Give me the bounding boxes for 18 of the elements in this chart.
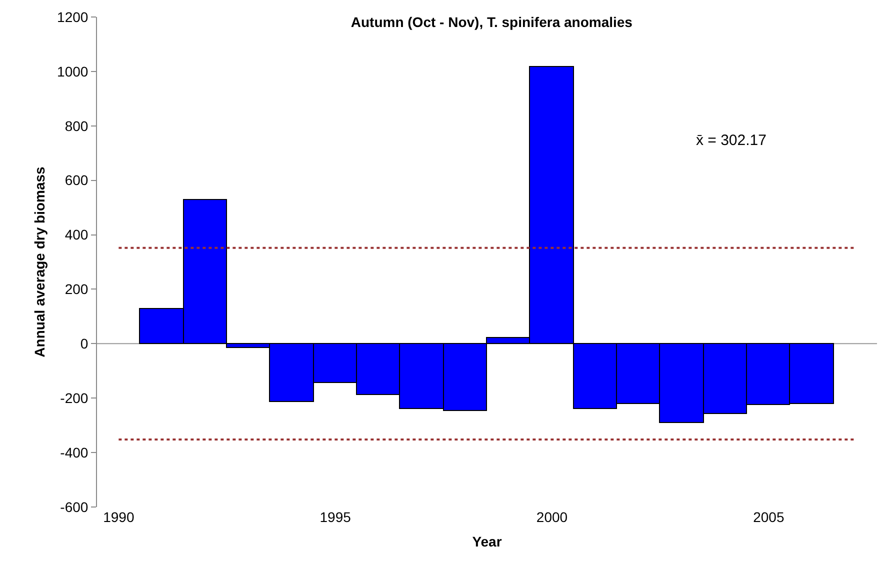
x-tick-label: 2000: [536, 509, 568, 525]
y-tick-label: 600: [64, 172, 88, 188]
x-tick-label: 2005: [753, 509, 784, 525]
y-tick-label: -600: [60, 498, 88, 515]
x-axis-title: Year: [472, 533, 502, 550]
x-tick-label: 1995: [320, 509, 352, 525]
y-tick-label: 400: [64, 226, 88, 243]
y-tick-label: -200: [60, 390, 88, 406]
y-tick-label: 200: [64, 281, 88, 298]
x-tick-label: 1990: [103, 509, 134, 525]
y-tick-label: 1000: [57, 63, 88, 80]
annotation: x̄ = 302.17: [696, 132, 766, 149]
chart-title: Autumn (Oct - Nov), T. spinifera anomalies: [350, 14, 633, 30]
y-tick-label: 1200: [57, 8, 88, 25]
y-axis-title: Annual average dry biomass: [32, 166, 48, 358]
y-tick-label: 0: [80, 336, 88, 352]
y-tick-label: -400: [60, 444, 88, 460]
y-tick-label: 800: [64, 118, 88, 134]
